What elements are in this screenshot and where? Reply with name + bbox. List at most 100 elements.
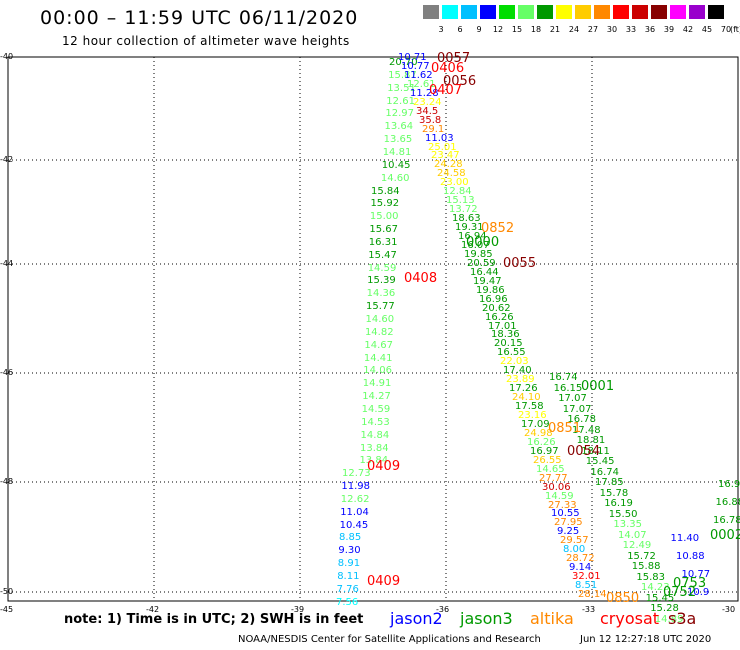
wave-height-value: 14.60	[380, 172, 410, 184]
pass-time-label: 0752	[663, 585, 697, 600]
wave-height-value: 8.85	[339, 532, 362, 544]
wave-height-value: 10.45	[339, 519, 369, 531]
wave-height-value: 27.33	[548, 499, 577, 511]
wave-height-value: 27.77	[539, 472, 568, 484]
map-title: 00:00 – 11:59 UTC 06/11/2020	[40, 7, 359, 29]
wave-height-value: 27.95	[554, 517, 583, 529]
wave-height-value: 15.39	[367, 275, 396, 287]
wave-height-value: 14.60	[365, 314, 395, 325]
latitude-label: -48	[0, 477, 14, 486]
wave-height-value: 13.35	[613, 519, 643, 530]
credit-text: NOAA/NESDIS Center for Satellite Applica…	[238, 634, 541, 645]
legend-label: 9	[476, 25, 482, 34]
latitude-label: -42	[0, 155, 14, 164]
legend-swatch	[461, 5, 477, 19]
longitude-label: -36	[436, 605, 450, 614]
longitude-label: -30	[722, 605, 736, 614]
wave-height-value: 10.55	[551, 508, 580, 520]
wave-height-value: 15.77	[366, 301, 395, 313]
latitude-label: -44	[0, 259, 14, 268]
legend-swatch	[442, 5, 458, 19]
wave-height-value: 10.71	[398, 52, 427, 63]
wave-height-value: 12.73	[342, 468, 371, 480]
pass-time-label: 0055	[503, 256, 537, 271]
wave-height-value: 16.96	[479, 293, 508, 305]
wave-height-value: 23.89	[506, 374, 535, 386]
wave-height-value: 24.58	[437, 168, 466, 180]
legend-label: 24	[568, 25, 580, 34]
legend-label: 30	[606, 25, 618, 34]
wave-height-value: 16.93	[718, 479, 740, 490]
legend-swatch	[594, 5, 610, 19]
wave-height-value: 11.98	[341, 481, 371, 493]
wave-height-value: 19.47	[473, 275, 502, 287]
legend-swatch	[632, 5, 648, 19]
wave-height-value: 13.64	[384, 121, 414, 133]
wave-height-value: 12.84	[443, 186, 472, 198]
wave-height-value: 11.04	[340, 506, 369, 518]
pass-time-label: 0000	[466, 235, 500, 250]
wave-height-value: 12.97	[385, 108, 415, 120]
longitude-label: -33	[582, 605, 596, 614]
wave-height-value: 18.36	[491, 329, 520, 341]
pass-time-label: 0409	[367, 574, 401, 589]
wave-height-value: 14.41	[363, 352, 393, 364]
satellite-altika-label: altika	[530, 609, 574, 628]
wave-height-value: 20.15	[494, 338, 523, 350]
wave-height-value: 15.00	[369, 211, 399, 223]
legend-swatch	[499, 5, 515, 19]
wave-height-value: 17.58	[515, 401, 544, 413]
pass-time-label: 0409	[367, 459, 401, 474]
satellite-jason2-label: jason2	[390, 609, 443, 628]
wave-height-value: 14.84	[360, 429, 390, 441]
wave-height-value: 10.88	[676, 551, 705, 562]
wave-height-value: 15.45	[585, 456, 615, 467]
wave-height-value: 20.70	[389, 57, 418, 68]
wave-height-value: 16.74	[549, 372, 578, 383]
wave-height-value: 23.16	[518, 410, 547, 421]
wave-height-value: 14.65	[536, 463, 565, 475]
satellite-cryosat-label: cryosat	[600, 609, 660, 628]
wave-height-value: 14.07	[618, 529, 647, 541]
wave-height-value: 18.81	[576, 435, 606, 446]
wave-height-value: 8.51	[575, 580, 598, 592]
wave-height-value: 12.61	[407, 78, 436, 90]
wave-height-value: 17.85	[595, 477, 624, 488]
wave-height-value: 24.28	[434, 159, 463, 171]
wave-height-value: 16.74	[590, 466, 620, 478]
wave-height-value: 16.94	[458, 231, 487, 242]
pass-time-label: 0002	[710, 528, 740, 543]
wave-height-value: 15.50	[608, 508, 638, 520]
wave-height-value: 17.40	[503, 365, 532, 377]
wave-height-value: 14.91	[362, 378, 392, 390]
map-subtitle: 12 hour collection of altimeter wave hei…	[62, 34, 350, 48]
wave-height-value: 24.10	[512, 392, 541, 404]
wave-height-value: 19.85	[464, 248, 493, 260]
legend-label: 33	[625, 25, 637, 34]
wave-height-value: 11.62	[404, 69, 433, 81]
wave-height-value: 17.26	[509, 383, 538, 395]
wave-height-value: 16.78	[567, 414, 597, 425]
wave-height-value: 26.55	[533, 454, 562, 466]
wave-height-value: 15.78	[599, 487, 629, 499]
legend-swatch	[556, 5, 572, 19]
legend-swatch	[480, 5, 496, 19]
legend-swatch	[613, 5, 629, 19]
wave-height-value: 16.07	[461, 239, 490, 251]
wave-height-value: 15.67	[369, 224, 398, 236]
wave-height-value: 16.55	[497, 347, 526, 359]
pass-time-label: 0753	[673, 576, 707, 591]
pass-time-label: 0852	[481, 221, 515, 236]
legend-swatch	[651, 5, 667, 19]
wave-height-value: 18.11	[581, 445, 610, 457]
legend-swatch	[708, 5, 724, 19]
wave-height-value: 28.72	[566, 553, 595, 565]
legend-label: 15	[511, 25, 523, 34]
wave-height-value: 24.98	[524, 427, 553, 439]
wave-height-value: 17.07	[562, 403, 592, 415]
wave-height-value: 14.06	[363, 365, 392, 377]
wave-height-value: 14.89	[654, 613, 684, 625]
wave-height-value: 14.23	[641, 582, 670, 593]
legend-label: 6	[457, 25, 463, 34]
